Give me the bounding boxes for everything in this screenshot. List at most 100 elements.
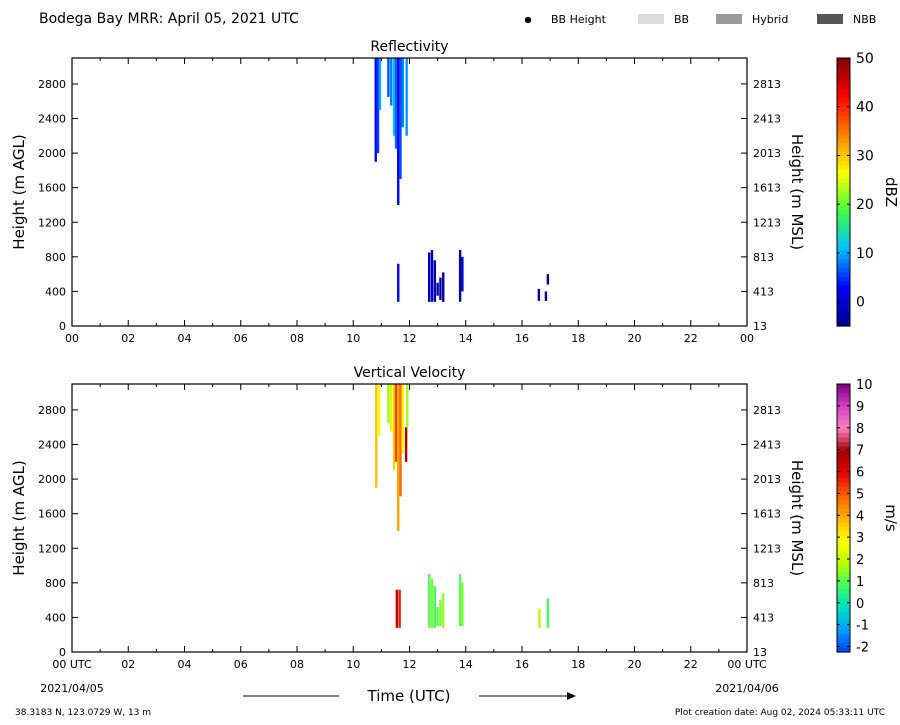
data-cell <box>374 58 377 162</box>
footer-location: 38.3183 N, 123.0729 W, 13 m <box>15 708 151 718</box>
colorbar-segment <box>837 643 850 649</box>
data-cell <box>376 58 380 154</box>
colorbar-segment <box>837 482 850 488</box>
colorbar-segment <box>837 156 850 162</box>
colorbar-segment <box>837 593 850 599</box>
colorbar-segment <box>837 442 850 448</box>
data-cell <box>436 607 439 627</box>
y-axis-label-right: Height (m MSL) <box>788 460 806 576</box>
legend-swatch <box>638 14 664 24</box>
chart-title: Vertical Velocity <box>354 365 466 381</box>
colorbar-segment <box>837 607 850 613</box>
y-tick-label: 800 <box>45 251 66 264</box>
colorbar-segment <box>837 585 850 591</box>
data-cell <box>427 252 431 302</box>
colorbar-segment <box>837 500 850 506</box>
colorbar-tick-label: 50 <box>856 51 874 67</box>
colorbar-segment <box>837 589 850 595</box>
colorbar-segment <box>837 312 850 318</box>
colorbar-segment <box>837 317 850 323</box>
x-tick-label: 02 <box>121 658 135 671</box>
colorbar-tick-label: 9 <box>856 400 864 415</box>
y-tick-label-right: 2013 <box>753 147 781 160</box>
colorbar-segment <box>837 647 850 653</box>
data-cell <box>390 58 393 106</box>
data-cell <box>433 260 437 302</box>
data-cell <box>404 427 408 462</box>
colorbar-tick-label: 7 <box>856 444 864 459</box>
data-cell <box>405 58 408 136</box>
y-tick-label: 2400 <box>38 439 66 452</box>
colorbar-segment <box>837 169 850 175</box>
colorbar-segment <box>837 178 850 184</box>
colorbar-segment <box>837 196 850 202</box>
colorbar-tick-label: 5 <box>856 487 864 502</box>
colorbar-segment <box>837 410 850 416</box>
colorbar-segment <box>837 303 850 309</box>
data-cell <box>433 586 437 628</box>
data-cell <box>397 58 400 205</box>
y-tick-label: 2000 <box>38 473 66 486</box>
x-tick-label: 00 UTC <box>52 658 92 671</box>
footer-created: Plot creation date: Aug 02, 2024 05:33:1… <box>675 708 885 718</box>
chart-title: Reflectivity <box>370 39 448 55</box>
legend-item: BB Height <box>524 13 607 26</box>
data-cell <box>439 277 442 301</box>
colorbar-segment <box>837 468 850 474</box>
x-tick-label: 06 <box>234 658 248 671</box>
colorbar-segment <box>837 133 850 139</box>
x-date-start: 2021/04/05 <box>40 682 103 695</box>
colorbar-frame <box>836 383 851 653</box>
colorbar-segment <box>837 80 850 86</box>
legend-item: Hybrid <box>716 13 788 26</box>
colorbar-segment <box>837 218 850 224</box>
data-cell <box>538 608 541 628</box>
colorbar-tick-label: 40 <box>856 100 874 116</box>
colorbar-segment <box>837 459 850 465</box>
x-tick-label: 14 <box>459 658 473 671</box>
colorbar-segment <box>837 241 850 247</box>
colorbar-segment <box>837 567 850 573</box>
colorbar-segment <box>837 388 850 394</box>
x-tick-label: 08 <box>290 658 304 671</box>
data-cell <box>436 282 439 296</box>
colorbar-segment <box>837 616 850 622</box>
colorbar-segment <box>837 200 850 206</box>
x-tick-label: 18 <box>571 332 585 345</box>
data-cell <box>394 58 398 149</box>
data-cell <box>397 384 400 531</box>
x-tick-label: 10 <box>346 332 360 345</box>
colorbar-segment <box>837 634 850 640</box>
colorbar-tick-label: 30 <box>856 148 874 164</box>
data-cell <box>461 582 464 627</box>
colorbar-segment <box>837 58 850 64</box>
colorbar-segment <box>837 477 850 483</box>
data-cell <box>401 58 404 128</box>
legend-label: NBB <box>853 13 876 26</box>
colorbar-segment <box>837 236 850 242</box>
y-tick-label: 1600 <box>38 508 66 521</box>
y-tick-label-right: 1613 <box>753 508 781 521</box>
x-axis-label: Time (UTC) <box>367 687 451 705</box>
y-tick-label-right: 813 <box>753 577 774 590</box>
y-axis-label: Height (m AGL) <box>10 134 28 249</box>
colorbar-segment <box>837 401 850 407</box>
colorbar-segment <box>837 71 850 77</box>
y-tick-label-right: 813 <box>753 251 774 264</box>
x-tick-label: 20 <box>628 332 642 345</box>
colorbar-segment <box>837 223 850 229</box>
colorbar-segment <box>837 151 850 157</box>
colorbar-segment <box>837 290 850 296</box>
colorbar-segment <box>837 446 850 452</box>
y-tick-label: 400 <box>45 285 66 298</box>
x-date-end: 2021/04/06 <box>715 682 778 695</box>
colorbar-segment <box>837 611 850 617</box>
x-tick-label: 22 <box>684 332 698 345</box>
y-tick-label: 0 <box>59 320 66 333</box>
data-cell <box>387 384 390 423</box>
y-tick-label-right: 413 <box>753 285 774 298</box>
data-cell <box>399 384 402 497</box>
legend-label: BB <box>674 13 689 26</box>
y-tick-label-right: 1613 <box>753 182 781 195</box>
colorbar-label: m/s <box>882 504 900 532</box>
